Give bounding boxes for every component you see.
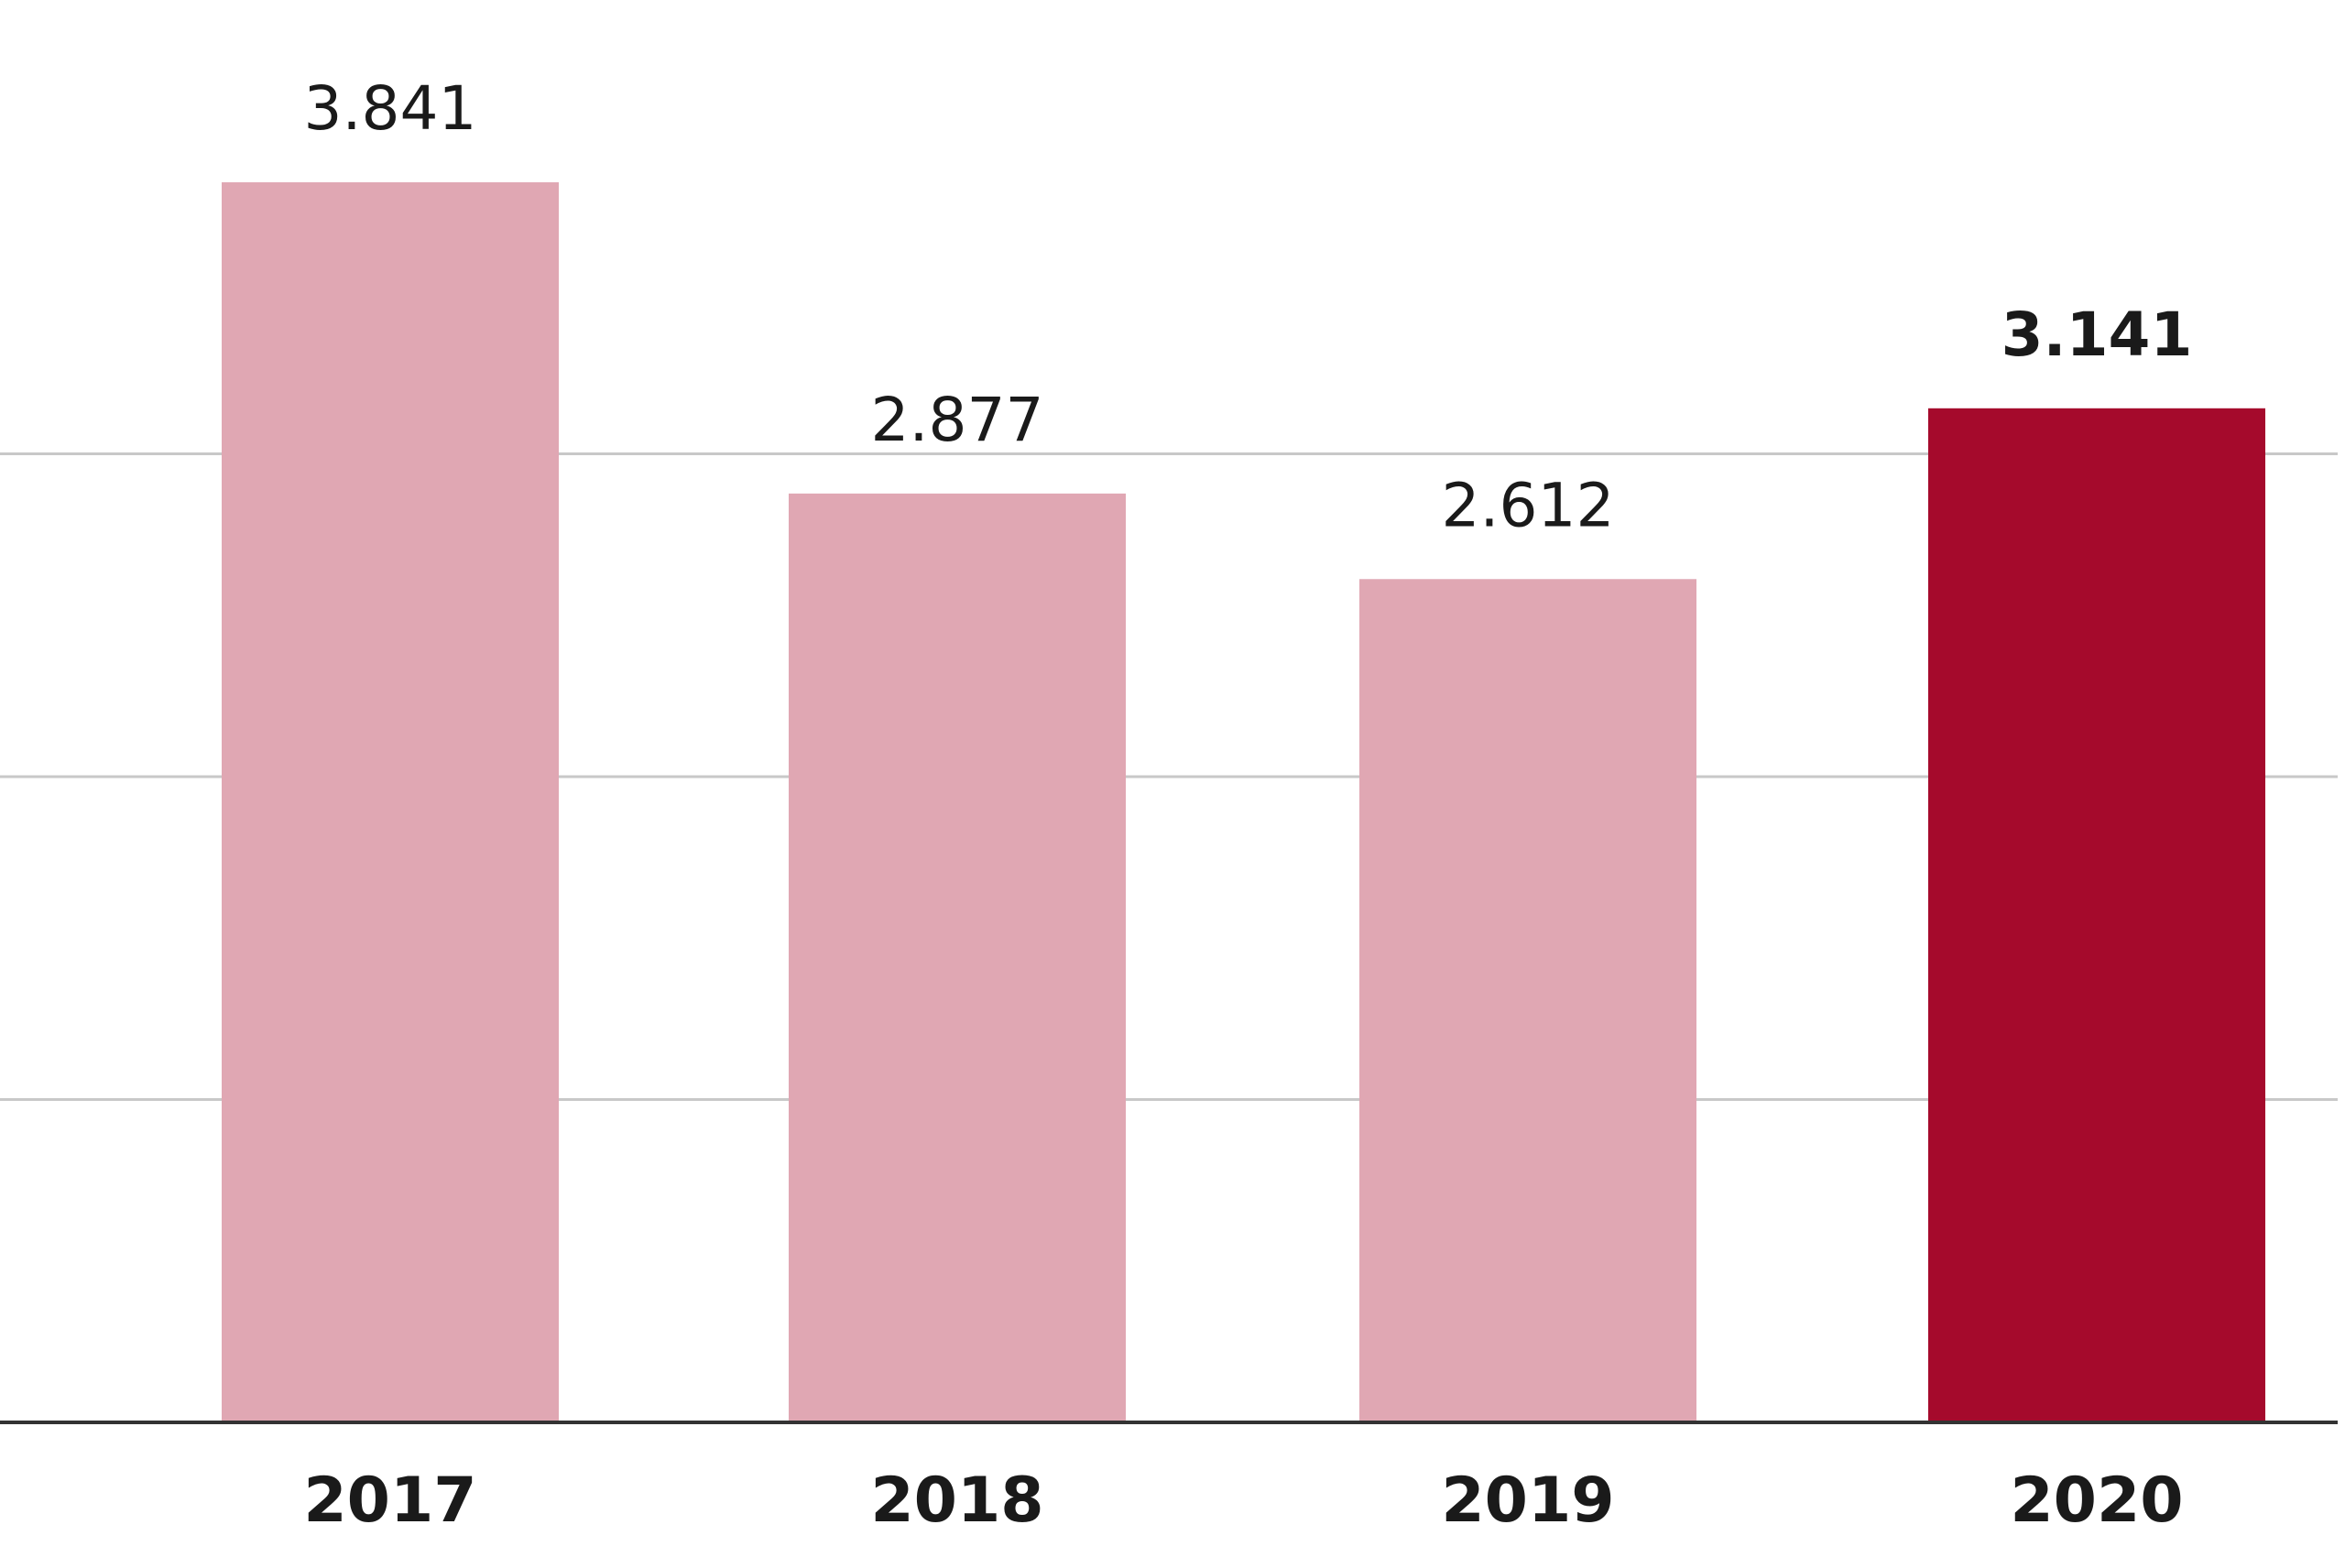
value-label-2020: 3.141 (2001, 299, 2193, 370)
x-tick-label-2017: 2017 (303, 1465, 476, 1537)
value-label-2019: 2.612 (1442, 470, 1615, 540)
value-label-2017: 3.841 (304, 73, 477, 144)
bar-2017 (222, 182, 559, 1423)
bars (222, 182, 2265, 1423)
x-tick-label-2019: 2019 (1441, 1465, 1614, 1537)
bar-2018 (789, 493, 1126, 1422)
x-tick-label-2020: 2020 (2010, 1465, 2183, 1537)
x-tick-label-2018: 2018 (870, 1465, 1043, 1537)
value-labels: 3.841 2.877 2.612 3.141 (304, 73, 2193, 540)
x-axis-ticks: 2017 2018 2019 2020 (303, 1465, 2183, 1537)
bar-2019 (1359, 579, 1696, 1422)
value-label-2018: 2.877 (871, 385, 1044, 455)
bar-2020 (1928, 408, 2265, 1422)
